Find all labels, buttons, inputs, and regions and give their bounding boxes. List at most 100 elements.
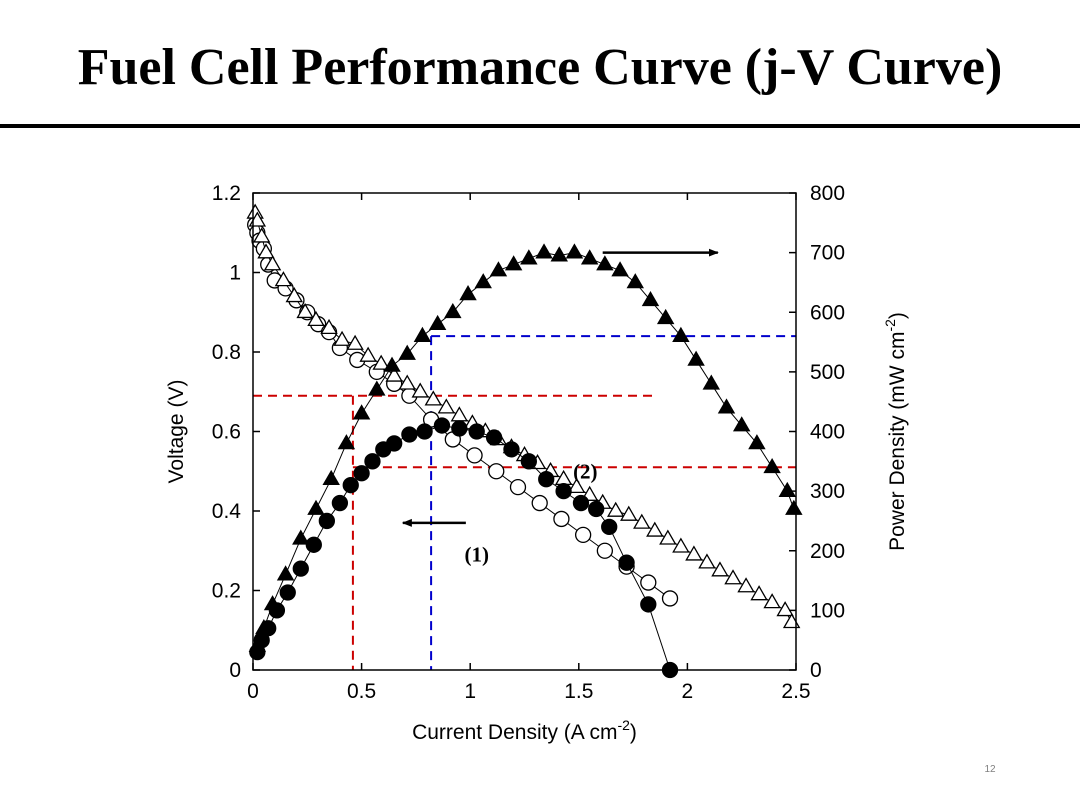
data-point [672,326,690,342]
annotation-label: (2) [573,459,598,483]
data-point [252,227,271,243]
data-point [322,469,340,486]
data-point [296,302,314,319]
data-point [785,499,803,515]
y2-tick-label: 200 [810,540,845,563]
y-tick-label: 1.2 [212,182,241,205]
data-point [263,595,282,611]
y-tick-label: 0.4 [212,500,242,523]
data-point [737,577,755,593]
data-point [398,374,416,390]
y2-tick-label: 600 [810,301,845,324]
data-point [717,398,736,414]
axis-ticks: 0 0.5 1 1.5 2 2.500.20.40.60.811.201002003004… [212,182,845,703]
data-point [257,243,275,259]
data-point [424,390,443,406]
data-point [451,420,468,437]
data-point [531,494,548,512]
data-point [763,457,781,474]
y2-tick-label: 400 [810,421,845,444]
data-point [383,356,401,372]
data-point [572,494,590,512]
data-point [342,477,359,494]
y2-tick-label: 300 [810,480,845,503]
data-point [750,585,768,601]
data-point [320,318,338,335]
data-point [550,246,568,262]
data-point [763,593,781,609]
data-point [292,529,310,545]
data-point [352,404,371,420]
data-point [292,560,309,577]
data-point [748,434,766,450]
annotations: (1) (2) [401,248,719,567]
data-point [782,612,801,629]
data-point [711,561,729,577]
data-point [337,434,356,450]
data-point [466,447,483,464]
data-point [274,271,293,287]
data-point [307,310,325,327]
y2-tick-label: 100 [810,599,845,622]
data-point [263,255,282,271]
data-point [503,441,520,458]
x-axis-title: Current Density (A cm-2) [412,717,637,744]
data-point [444,302,462,319]
data-point [626,273,644,289]
x-tick-label: 1.5 [564,680,593,703]
y-tick-label: 1 [229,262,241,285]
data-point [485,429,503,446]
series-3 [248,243,803,652]
data-point [596,255,614,271]
data-point [318,512,335,530]
data-point [698,553,716,569]
annotation-label: (1) [464,543,489,567]
x-tick-label: 2 [682,680,694,703]
series-2 [249,417,679,679]
data-point [659,529,677,545]
data-point [398,344,416,360]
data-point [437,398,456,414]
data-point [468,423,485,440]
data-point [413,326,432,342]
data-point [416,423,433,440]
data-point [656,308,675,325]
data-point [450,406,469,422]
data-point [776,601,794,617]
data-point [596,542,614,559]
data-point [509,478,527,496]
data-point [633,513,651,529]
x-tick-label: 2.5 [781,680,810,703]
data-point [702,374,721,390]
data-point [732,416,751,432]
series-0-line [254,224,671,599]
data-point [433,417,451,434]
data-point [553,510,570,528]
data-point [488,463,505,480]
y-axis-title: Voltage (V) [165,380,188,484]
x-tick-label: 1 [464,680,476,703]
data-point [285,287,303,303]
data-point [672,537,690,553]
data-point [331,494,349,512]
data-point [353,465,370,482]
data-point [459,285,477,301]
data-point [685,545,703,561]
axis-titles: Current Density (A cm-2) Voltage (V) Power… [165,312,909,744]
data-point [489,261,508,277]
y-tick-label: 0 [229,659,241,682]
data-point [618,554,635,571]
y2-tick-label: 800 [810,182,845,205]
data-point [401,426,418,443]
data-point [724,569,742,585]
title-divider [0,124,1080,128]
page-number: 12 [984,764,996,775]
data-point [411,382,429,398]
data-point [611,261,629,277]
x-tick-label: 0 [247,680,259,703]
data-point [428,314,447,331]
data-point [333,330,351,346]
slide-title: Fuel Cell Performance Curve (j-V Curve) [77,39,1003,96]
data-point [554,469,573,486]
